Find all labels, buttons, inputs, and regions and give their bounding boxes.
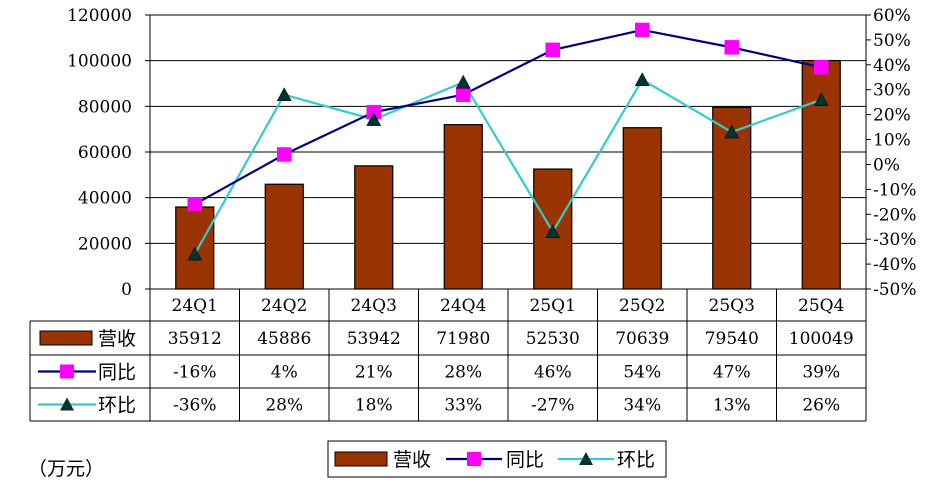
legend-label: 同比 bbox=[506, 449, 544, 471]
table-cell: 45886 bbox=[257, 329, 311, 349]
category-label: 24Q1 bbox=[172, 296, 218, 316]
table-key-square bbox=[60, 364, 74, 379]
legend-key-bar bbox=[334, 451, 388, 467]
table-cell: 52530 bbox=[526, 329, 580, 349]
table-cell: 39% bbox=[802, 363, 840, 383]
right-tick-label: 40% bbox=[873, 56, 911, 76]
right-tick-label: 0% bbox=[873, 155, 900, 175]
left-tick-label: 40000 bbox=[78, 189, 132, 209]
tongbi-point-25Q1 bbox=[545, 42, 560, 58]
legend-key-square bbox=[467, 452, 481, 466]
right-tick-label: -40% bbox=[873, 255, 917, 275]
right-tick-label: 50% bbox=[873, 31, 911, 51]
category-label: 25Q3 bbox=[709, 296, 755, 316]
table-cell: 4% bbox=[271, 363, 298, 383]
right-tick-label: -20% bbox=[873, 205, 917, 225]
table-cell: 100049 bbox=[789, 329, 854, 349]
table-row-header: 环比 bbox=[98, 395, 136, 417]
table-cell: 46% bbox=[534, 363, 572, 383]
legend-label: 营收 bbox=[393, 449, 431, 471]
table-cell: 70639 bbox=[615, 329, 669, 349]
huanbi-point-24Q4 bbox=[455, 74, 471, 89]
left-tick-label: 80000 bbox=[78, 97, 132, 117]
huanbi-point-25Q1 bbox=[545, 224, 561, 238]
huanbi-point-25Q2 bbox=[634, 72, 650, 87]
category-label: 25Q1 bbox=[530, 296, 576, 316]
table-cell: 28% bbox=[265, 396, 303, 416]
table-cell: -27% bbox=[531, 396, 575, 416]
table-cell: -36% bbox=[173, 396, 217, 416]
left-tick-label: 60000 bbox=[78, 143, 132, 163]
huanbi-point-24Q2 bbox=[276, 87, 292, 101]
table-cell: 47% bbox=[713, 363, 751, 383]
table-cell: 13% bbox=[713, 396, 751, 416]
unit-label: （万元） bbox=[28, 458, 105, 480]
table-cell: 18% bbox=[355, 396, 393, 416]
table-cell: 35912 bbox=[168, 329, 222, 349]
table-cell: 79540 bbox=[705, 329, 759, 349]
right-tick-label: 20% bbox=[873, 106, 911, 126]
table-cell: 54% bbox=[623, 363, 661, 383]
right-tick-label: 60% bbox=[873, 6, 911, 26]
table-cell: -16% bbox=[173, 363, 217, 383]
tongbi-point-24Q2 bbox=[277, 147, 292, 162]
huanbi-point-25Q4 bbox=[813, 92, 829, 106]
category-label: 25Q2 bbox=[619, 296, 665, 316]
table-cell: 53942 bbox=[347, 329, 401, 349]
huanbi-point-25Q3 bbox=[724, 124, 740, 139]
left-tick-label: 0 bbox=[121, 280, 132, 300]
table-row-header: 营收 bbox=[98, 328, 136, 350]
right-tick-label: 30% bbox=[873, 81, 911, 101]
bar-25Q2 bbox=[622, 127, 662, 290]
tongbi-line bbox=[194, 28, 822, 206]
category-label: 25Q4 bbox=[798, 296, 844, 316]
table-key-bar bbox=[39, 330, 93, 346]
right-tick-label: -50% bbox=[873, 280, 917, 300]
huanbi-point-24Q3 bbox=[366, 112, 382, 126]
huanbi-point-24Q1 bbox=[187, 246, 203, 261]
tongbi-point-24Q1 bbox=[187, 197, 202, 212]
bar-24Q4 bbox=[443, 124, 483, 290]
category-label: 24Q4 bbox=[440, 296, 486, 316]
right-tick-label: -10% bbox=[873, 180, 917, 200]
table-cell: 34% bbox=[623, 396, 661, 416]
table-cell: 71980 bbox=[436, 329, 490, 349]
left-tick-label: 20000 bbox=[78, 234, 132, 254]
legend-label: 环比 bbox=[617, 449, 655, 471]
left-tick-label: 100000 bbox=[67, 52, 132, 72]
table-cell: 21% bbox=[355, 363, 393, 383]
table-cell: 26% bbox=[802, 396, 840, 416]
category-label: 24Q2 bbox=[261, 296, 307, 316]
table-cell: 28% bbox=[444, 363, 482, 383]
huanbi-line bbox=[193, 78, 822, 255]
right-tick-label: 10% bbox=[873, 131, 911, 151]
bar-24Q2 bbox=[264, 183, 304, 290]
bar-24Q3 bbox=[354, 165, 394, 290]
legend-key-triangle bbox=[579, 452, 593, 465]
tongbi-point-25Q4 bbox=[814, 60, 829, 75]
left-tick-label: 120000 bbox=[67, 6, 132, 26]
right-tick-label: -30% bbox=[873, 230, 917, 250]
table-key-triangle bbox=[60, 397, 74, 411]
tongbi-point-25Q2 bbox=[635, 22, 650, 38]
category-label: 24Q3 bbox=[351, 296, 397, 316]
tongbi-point-24Q4 bbox=[456, 87, 471, 102]
table-cell: 33% bbox=[444, 396, 482, 416]
tongbi-point-25Q3 bbox=[724, 40, 739, 55]
table-row-header: 同比 bbox=[98, 362, 136, 384]
